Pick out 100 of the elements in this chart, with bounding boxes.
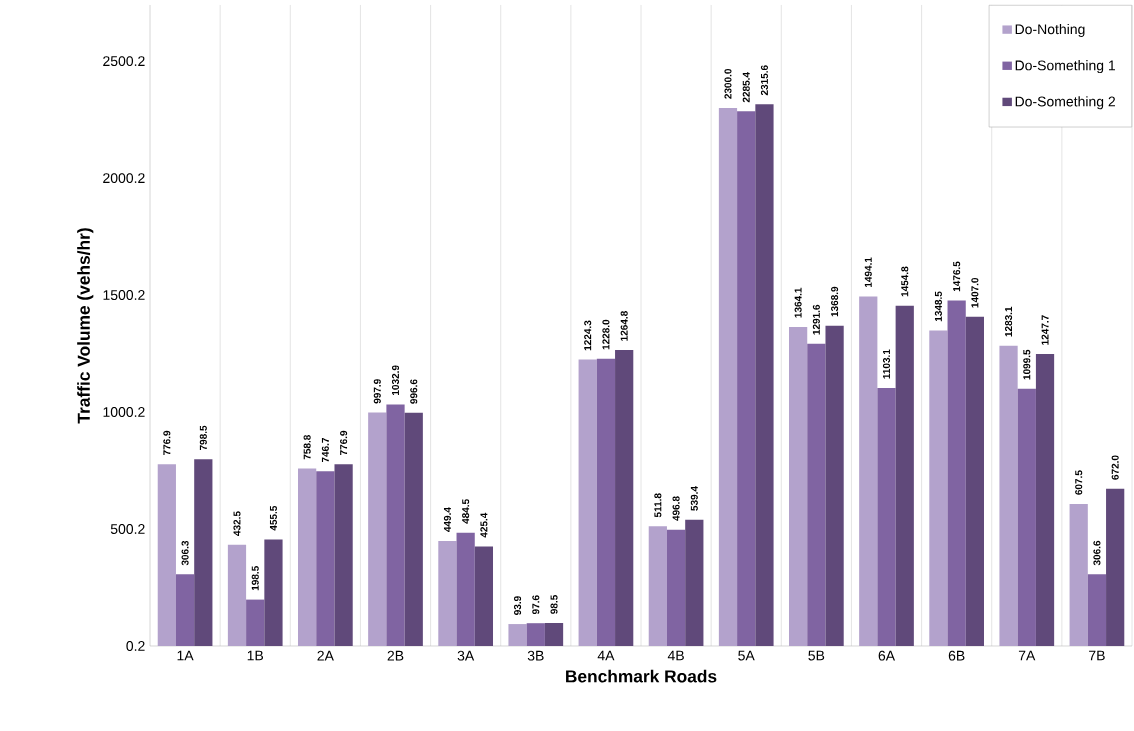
bar [264,539,283,646]
bar [685,519,704,646]
bar [648,526,667,646]
data-label: 1364.1 [794,287,802,318]
bar [474,546,494,646]
data-label: 98.5 [550,595,558,614]
bar [615,350,634,646]
x-tick-label: 7B [1089,650,1105,661]
y-tick-label: 2000.2 [103,173,145,184]
bar [246,599,265,646]
bar [895,305,914,646]
bar [1106,488,1125,646]
data-label: 1103.1 [882,349,891,379]
bar [157,464,176,646]
bar [737,111,756,646]
data-label: 758.8 [303,435,311,460]
data-label: 449.4 [443,507,451,532]
x-tick-label: 4B [667,650,684,661]
bar [1035,354,1055,646]
bar [508,624,527,646]
bar [438,540,457,646]
legend-label: Do-Nothing [1015,23,1085,37]
x-tick-label: 1A [177,650,194,661]
data-label: 607.5 [1075,470,1083,495]
x-tick-label: 3B [527,650,544,661]
bar [596,358,616,646]
bar [368,412,387,646]
bar [825,325,844,646]
data-label: 2300.0 [724,68,732,99]
x-axis-title: Benchmark Roads [566,669,717,683]
data-label: 1291.6 [812,304,820,335]
bar [544,622,564,646]
data-label: 776.9 [163,430,171,456]
data-label: 496.8 [672,496,680,521]
data-label: 1494.1 [864,257,872,288]
bar [526,623,545,646]
data-label: 484.5 [462,499,470,524]
bar [1087,574,1107,646]
x-tick-label: 6B [948,650,965,661]
data-label: 1368.9 [831,286,839,317]
data-label: 776.9 [340,430,348,456]
data-label: 306.3 [181,540,189,566]
x-tick-label: 2A [317,650,334,661]
bar [718,107,738,646]
x-tick-label: 5B [808,650,825,661]
data-label: 432.5 [233,511,241,536]
data-label: 1348.5 [934,291,942,322]
bar [965,316,984,646]
bar [666,529,686,646]
data-label: 672.0 [1111,455,1119,480]
bar [456,532,475,646]
bar [1069,503,1088,646]
bar [807,343,826,646]
bar [298,468,317,646]
data-label: 306.6 [1093,540,1101,566]
bar [316,471,335,646]
x-tick-label: 6A [878,650,896,661]
bar [789,326,808,646]
y-tick-label: 2500.2 [103,56,145,67]
bar [859,296,878,646]
bar [1017,388,1036,646]
data-label: 1224.3 [584,320,592,351]
legend-label: Do-Something 1 [1015,60,1116,74]
y-tick-label: 500.2 [110,524,145,534]
x-tick-label: 4A [597,650,615,661]
data-label: 798.5 [199,425,207,450]
data-label: 97.6 [532,595,540,615]
data-label: 1407.0 [971,277,979,308]
y-tick-label: 0.2 [126,641,145,651]
data-label: 1476.5 [953,261,961,292]
data-label: 746.7 [321,437,329,463]
x-tick-label: 1B [247,650,264,661]
bar [755,104,774,646]
bar [929,330,948,646]
x-tick-label: 7A [1018,650,1036,661]
data-label: 996.6 [410,379,418,404]
data-label: 1454.8 [901,266,909,297]
bar [947,300,966,646]
data-label: 1228.0 [602,319,610,350]
bar [194,459,213,646]
bar [404,412,423,646]
bar [578,359,597,646]
data-label: 93.9 [514,596,522,615]
bar [999,345,1018,646]
data-label: 2285.4 [742,72,750,103]
y-tick-label: 1500.2 [103,290,145,301]
bar [877,387,896,646]
data-label: 425.4 [480,512,488,538]
legend-label: Do-Something 2 [1015,96,1115,110]
y-axis-title: Traffic Volume (vehs/hr) [77,228,94,424]
data-label: 1283.1 [1005,306,1013,337]
bar [386,404,405,646]
x-tick-label: 5A [738,650,755,661]
data-label: 1099.5 [1023,349,1031,380]
y-tick-label: 1000.2 [103,407,145,417]
data-label: 198.5 [251,566,259,591]
data-label: 1247.7 [1041,315,1049,345]
x-tick-label: 2B [387,650,404,661]
data-label: 1032.9 [391,365,400,395]
bar [175,574,195,646]
